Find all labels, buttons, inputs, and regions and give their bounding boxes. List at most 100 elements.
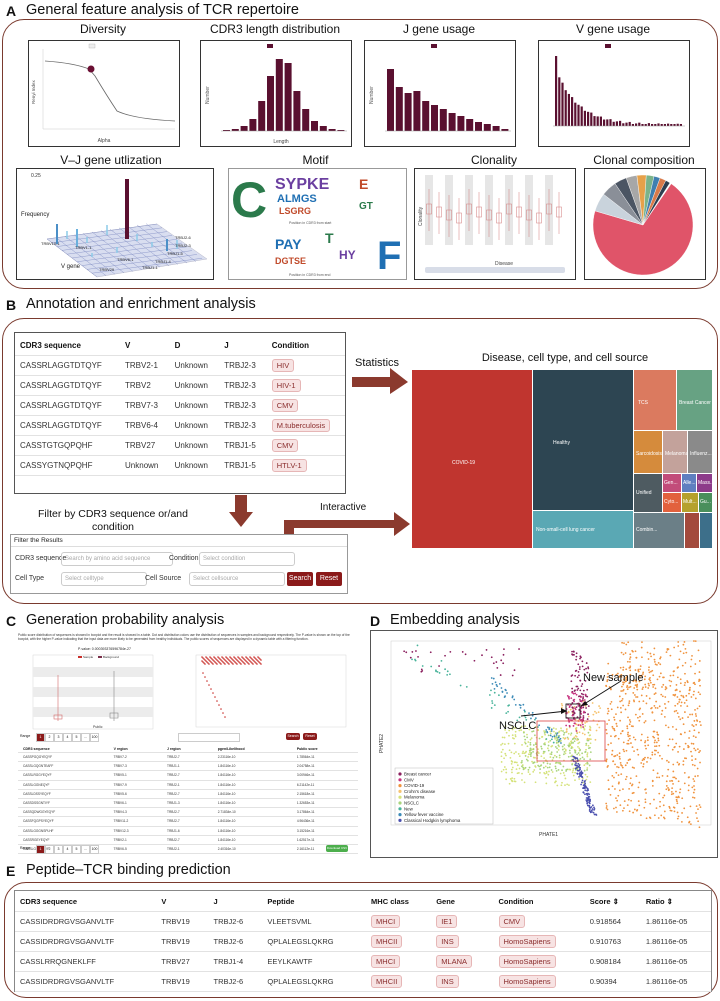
page-link[interactable]: 3	[54, 733, 63, 742]
treemap-covid[interactable]: COVID-19	[412, 370, 532, 548]
treemap-influenza[interactable]: Influenz...	[688, 431, 712, 473]
page-link[interactable]: ...	[81, 733, 90, 742]
pgen-point	[209, 660, 211, 662]
binding-cell: TRBJ2-6	[213, 917, 244, 926]
treemap-s3[interactable]: Mass...	[697, 474, 714, 492]
embedding-point	[580, 700, 583, 703]
bar	[644, 123, 647, 126]
genprob-search-input[interactable]	[178, 733, 240, 742]
embedding-point	[634, 650, 637, 653]
annotation-cell: TRBJ1-5	[224, 461, 256, 470]
page-link[interactable]: 100	[90, 733, 99, 742]
treemap-sarcoidosis[interactable]: Sarcoidosis	[634, 431, 662, 473]
embedding-point	[505, 712, 508, 715]
bar	[457, 116, 465, 131]
page-link[interactable]: ...	[81, 845, 90, 854]
page-link[interactable]: 1	[36, 845, 45, 854]
embedding-point	[693, 764, 696, 767]
filter-search-button[interactable]: Search	[287, 572, 313, 586]
treemap-melanoma[interactable]: Melanoma	[663, 431, 688, 473]
embedding-point	[649, 679, 652, 682]
bar	[387, 69, 394, 131]
treemap-nsclc[interactable]: Non-small-cell lung cancer	[533, 511, 633, 548]
embedding-point	[563, 774, 566, 777]
pgen-point	[256, 659, 258, 661]
embedding-point	[669, 684, 672, 687]
pgen-point	[203, 662, 205, 664]
embedding-point	[656, 772, 659, 775]
genprob-cell: TRBJ2-1	[167, 782, 180, 787]
treemap-healthy[interactable]: Healthy	[533, 370, 633, 510]
embedding-point	[578, 747, 581, 750]
embedding-point	[524, 716, 527, 719]
celltype-filter-select[interactable]: Select celltype	[61, 572, 147, 586]
treemap-breast[interactable]: Breast Cancer	[677, 370, 712, 430]
filter-reset-button[interactable]: Reset	[316, 572, 342, 586]
annotation-cell: TRBJ1-5	[224, 441, 256, 450]
embedding-point	[576, 689, 579, 691]
clonality-box	[536, 212, 542, 224]
treemap-s9[interactable]	[700, 513, 712, 548]
cellsource-filter-select[interactable]: Select cellsource	[189, 572, 285, 586]
embedding-point	[574, 771, 577, 774]
page-link[interactable]: 3	[54, 845, 63, 854]
treemap-s4[interactable]: Cyto...	[663, 493, 681, 512]
embedding-point	[464, 653, 467, 656]
embedding-point	[653, 653, 655, 656]
treemap-s6[interactable]: Gu...	[699, 493, 712, 512]
page-link[interactable]: 1	[36, 733, 45, 742]
genprob-cell: TRBV5-6	[113, 791, 127, 796]
embedding-point	[640, 646, 643, 649]
bar	[223, 130, 230, 131]
binding-col-header[interactable]: Score ⇕	[589, 896, 619, 906]
pgen-point	[223, 658, 225, 660]
export-csv-button[interactable]: Download CSV	[326, 845, 348, 852]
treemap-s1[interactable]: Gen...	[663, 474, 681, 492]
treemap-unified[interactable]: Unified	[634, 474, 662, 512]
pgen-point	[255, 662, 257, 664]
embedding-point	[584, 722, 587, 724]
genprob-cell: CASSPGQGYEQYF	[23, 755, 53, 760]
pgen-point	[250, 661, 252, 663]
embedding-point	[515, 761, 518, 764]
embedding-point	[577, 695, 580, 698]
legend-entry: CMV	[404, 777, 414, 782]
embedding-point	[589, 725, 591, 728]
page-link[interactable]: 4	[63, 845, 72, 854]
embedding-point	[667, 744, 670, 747]
genprob-search-button[interactable]: Search	[286, 733, 300, 740]
embedding-point	[568, 697, 570, 700]
page-link[interactable]: 5	[72, 845, 81, 854]
embedding-point	[568, 749, 571, 752]
condition-badge: HIV-1	[271, 379, 301, 392]
page-link[interactable]: 2	[45, 733, 54, 742]
binding-col-header[interactable]: Ratio ⇕	[645, 896, 673, 906]
embedding-point	[678, 796, 680, 799]
embedding-point	[582, 693, 585, 696]
treemap-tcs[interactable]: TCS	[634, 370, 676, 430]
binding-col-header: V	[161, 896, 167, 906]
embedding-point	[534, 765, 537, 767]
embedding-point	[574, 757, 577, 760]
embedding-point	[596, 723, 599, 726]
embedding-point	[580, 781, 583, 784]
treemap-s8[interactable]	[685, 513, 699, 548]
cdr3-filter-input[interactable]: Search by amino acid sequence	[61, 552, 173, 566]
page-link[interactable]: 2	[45, 845, 54, 854]
embedding-point	[572, 650, 575, 653]
page-link[interactable]: 4	[63, 733, 72, 742]
binding-badge: HomoSapiens	[498, 955, 556, 968]
filter-caption: Filter by CDR3 sequence or/and condition	[38, 508, 188, 533]
embedding-point	[684, 661, 687, 664]
embedding-point	[613, 776, 615, 779]
page-link[interactable]: 100	[90, 845, 99, 854]
genprob-reset-button[interactable]: Reset	[303, 733, 317, 740]
page-link[interactable]: 5	[72, 733, 81, 742]
treemap-s2[interactable]: Alle...	[682, 474, 696, 492]
pgen-point	[216, 663, 218, 665]
treemap-s5[interactable]: Mult...	[682, 493, 698, 512]
embedding-point	[653, 741, 656, 744]
treemap-s7[interactable]: Combin...	[634, 513, 684, 548]
condition-filter-select[interactable]: Select condition	[199, 552, 295, 566]
pgen-point	[204, 676, 206, 678]
